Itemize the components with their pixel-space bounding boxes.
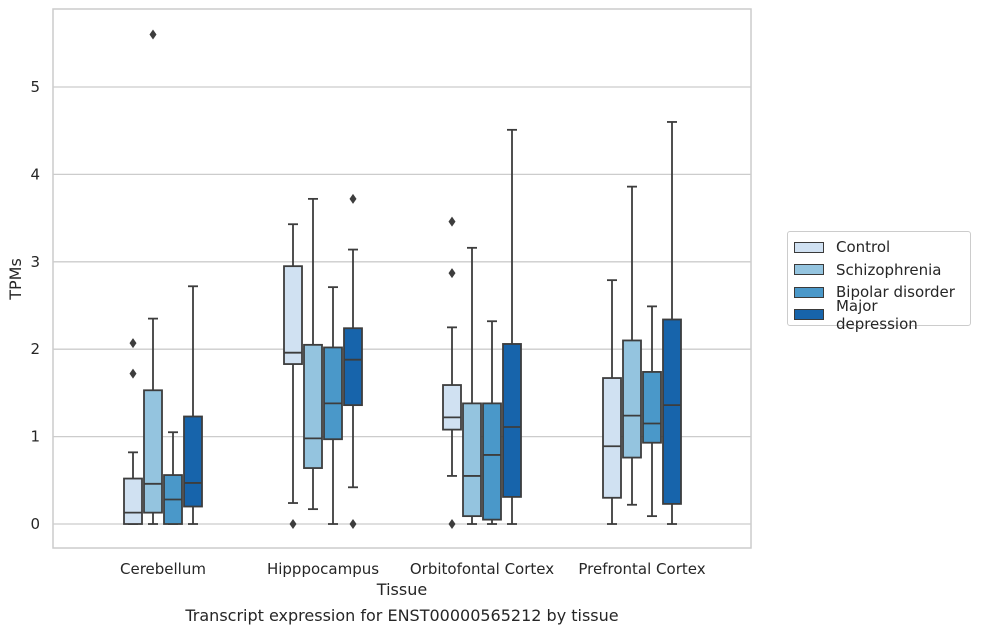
box-body xyxy=(642,371,662,444)
box-control xyxy=(442,216,462,529)
y-tick-label: 4 xyxy=(30,165,40,183)
legend-label: Control xyxy=(836,238,891,257)
box-body xyxy=(502,343,522,498)
legend: Control Schizophrenia Bipolar disorder Majo… xyxy=(787,231,971,333)
box-body xyxy=(123,477,143,525)
x-tick-labels: Cerebellum Hipppocampus Orbitofontal Corte… xyxy=(120,560,706,578)
legend-item: Bipolar disorder xyxy=(794,281,964,304)
grid-lines xyxy=(53,86,751,525)
box-body xyxy=(303,343,323,469)
y-axis-label: TPMs xyxy=(6,258,25,301)
box-bipolar-disorder xyxy=(642,305,662,518)
outlier-marker xyxy=(349,193,357,204)
y-tick-label: 3 xyxy=(30,253,40,271)
box-body xyxy=(482,402,502,521)
box-schizophrenia xyxy=(622,185,642,506)
legend-swatch xyxy=(794,286,824,298)
box-major-depression xyxy=(183,285,203,525)
x-tick-label: Prefrontal Cortex xyxy=(578,560,705,578)
box-bipolar-disorder xyxy=(482,320,502,525)
box-bipolar-disorder xyxy=(323,286,343,525)
legend-item: Control xyxy=(794,236,964,259)
box-body xyxy=(283,265,303,365)
box-major-depression xyxy=(662,121,682,525)
legend-swatch xyxy=(794,241,824,253)
x-axis-label: Tissue xyxy=(376,580,427,599)
y-tick-label: 5 xyxy=(30,78,40,96)
box-control xyxy=(602,279,622,525)
legend-swatch xyxy=(794,309,824,321)
legend-item: Major depression xyxy=(794,297,964,333)
y-tick-label: 1 xyxy=(30,428,40,446)
box-control xyxy=(283,223,303,529)
outlier-marker xyxy=(448,268,456,279)
legend-swatch xyxy=(794,264,824,276)
outlier-marker xyxy=(129,338,137,349)
box-groups xyxy=(123,29,682,529)
y-tick-label: 0 xyxy=(30,515,40,533)
outlier-marker xyxy=(448,519,456,529)
legend-label: Bipolar disorder xyxy=(836,283,955,302)
outlier-marker xyxy=(149,29,157,40)
outlier-marker xyxy=(349,519,357,529)
legend-label: Major depression xyxy=(835,296,918,333)
box-bipolar-disorder xyxy=(163,431,183,525)
y-tick-label: 2 xyxy=(30,340,40,358)
plot-frame xyxy=(52,8,752,549)
box-control xyxy=(123,338,143,525)
x-tick-label: Cerebellum xyxy=(120,560,206,578)
x-tick-label: Hipppocampus xyxy=(267,560,379,578)
legend-label: Schizophrenia xyxy=(836,260,942,279)
y-tick-labels: 0 1 2 3 4 5 xyxy=(30,78,40,533)
box-major-depression xyxy=(502,128,522,525)
box-schizophrenia xyxy=(303,197,323,511)
legend-item: Schizophrenia xyxy=(794,259,964,282)
box-body xyxy=(323,346,343,441)
x-tick-label: Orbitofontal Cortex xyxy=(410,560,554,578)
box-body xyxy=(622,339,642,459)
box-body xyxy=(183,415,203,508)
box-schizophrenia xyxy=(143,29,163,525)
box-body xyxy=(462,402,482,518)
chart-caption: Transcript expression for ENST0000056521… xyxy=(184,606,618,625)
outlier-marker xyxy=(448,216,456,227)
box-body xyxy=(442,384,462,431)
box-body xyxy=(343,327,363,407)
outlier-marker xyxy=(289,519,297,529)
box-body xyxy=(143,389,163,514)
outlier-marker xyxy=(129,368,137,379)
box-body xyxy=(602,377,622,499)
box-body xyxy=(662,318,682,505)
box-major-depression xyxy=(343,193,363,529)
box-schizophrenia xyxy=(462,246,482,525)
